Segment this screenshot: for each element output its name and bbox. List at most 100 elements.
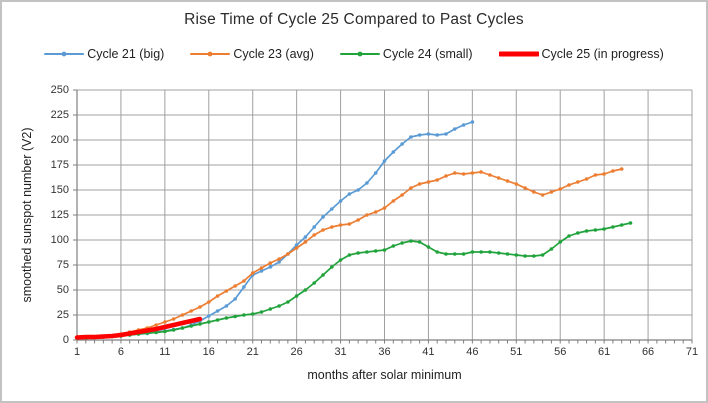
series-marker xyxy=(198,322,202,326)
series-marker xyxy=(365,213,369,217)
series-marker xyxy=(259,310,264,314)
series-marker xyxy=(576,231,580,235)
series-marker xyxy=(549,247,554,251)
series-marker xyxy=(268,265,273,269)
series-marker xyxy=(453,127,457,131)
series-marker xyxy=(233,284,237,288)
plot-area xyxy=(73,89,693,344)
series-marker xyxy=(540,253,545,257)
series-marker xyxy=(391,150,396,154)
series-marker xyxy=(593,173,598,177)
x-tick-label: 1 xyxy=(73,346,81,358)
series-marker xyxy=(453,252,457,256)
legend-swatch-icon xyxy=(498,51,539,57)
series-marker xyxy=(338,223,343,227)
series-marker xyxy=(382,248,387,252)
series-line-3 xyxy=(76,222,632,339)
series-marker xyxy=(356,218,360,222)
series-marker xyxy=(373,171,378,175)
y-tick-label: 125 xyxy=(50,208,69,221)
series-marker xyxy=(435,178,440,182)
series-marker xyxy=(171,328,176,332)
series-marker xyxy=(356,188,360,192)
series-marker xyxy=(496,251,501,255)
series-marker xyxy=(259,266,264,270)
series-marker xyxy=(312,233,316,237)
series-marker xyxy=(312,225,316,229)
legend-swatch-icon xyxy=(190,51,231,57)
series-marker xyxy=(207,300,211,304)
series-marker xyxy=(286,300,290,304)
series-marker xyxy=(532,254,536,258)
series-marker xyxy=(347,222,352,226)
legend-swatch-icon xyxy=(339,51,380,57)
series-marker xyxy=(189,309,193,313)
x-tick-label: 41 xyxy=(422,346,435,358)
series-marker xyxy=(611,169,615,173)
series-marker xyxy=(233,314,237,319)
series-marker xyxy=(400,241,404,245)
x-tick-label: 26 xyxy=(290,346,303,358)
series-marker xyxy=(250,271,255,275)
legend-item-4: Cycle 25 (in progress) xyxy=(498,47,664,61)
y-tick-label: 150 xyxy=(50,183,69,196)
series-marker xyxy=(461,123,466,127)
series-marker xyxy=(321,228,325,232)
x-tick-label: 11 xyxy=(159,346,171,358)
series-marker xyxy=(303,240,308,244)
series-marker xyxy=(391,244,396,248)
series-marker xyxy=(338,258,343,262)
series-marker xyxy=(584,177,589,181)
series-marker xyxy=(303,288,308,292)
series-marker xyxy=(163,329,167,334)
x-tick-label: 61 xyxy=(598,346,611,358)
series-marker xyxy=(602,172,606,176)
y-tick-label: 100 xyxy=(50,233,69,246)
y-tick-label: 0 xyxy=(62,333,69,346)
plot-svg xyxy=(73,89,693,344)
series-marker xyxy=(286,252,290,256)
series-marker xyxy=(523,186,527,190)
legend-label: Cycle 24 (small) xyxy=(382,47,473,61)
series-line-4 xyxy=(74,316,203,340)
series-marker xyxy=(505,252,510,256)
legend-swatch-icon xyxy=(44,51,85,57)
series-marker xyxy=(461,172,466,176)
x-tick-label: 6 xyxy=(117,346,124,358)
legend-label: Cycle 25 (in progress) xyxy=(541,47,664,61)
series-marker xyxy=(514,182,519,186)
x-tick-label: 71 xyxy=(685,346,699,358)
legend-item-3: Cycle 24 (small) xyxy=(339,47,473,61)
series-marker xyxy=(426,245,431,249)
y-tick-label: 75 xyxy=(56,258,69,271)
series-marker xyxy=(628,221,633,225)
series-marker xyxy=(224,316,229,320)
series-marker xyxy=(347,253,352,257)
y-tick-label: 250 xyxy=(50,83,69,96)
series-marker xyxy=(470,171,475,175)
series-marker xyxy=(426,180,431,184)
series-marker xyxy=(294,243,299,247)
series-marker xyxy=(215,294,220,298)
series-marker xyxy=(321,215,325,219)
series-marker xyxy=(567,234,571,238)
series-marker xyxy=(417,240,422,244)
legend-item-2: Cycle 23 (avg) xyxy=(190,47,314,61)
series-marker xyxy=(294,246,299,250)
series-marker xyxy=(514,253,519,257)
series-marker xyxy=(330,207,334,211)
series-marker xyxy=(409,135,413,139)
series-marker xyxy=(215,318,220,322)
series-marker xyxy=(479,250,483,254)
series-marker xyxy=(505,179,510,183)
series-marker xyxy=(400,142,404,146)
series-marker xyxy=(470,250,475,254)
series-marker xyxy=(154,330,158,335)
series-marker xyxy=(435,133,440,137)
series-marker xyxy=(224,304,229,308)
x-tick-label: 46 xyxy=(466,346,479,358)
legend-item-1: Cycle 21 (big) xyxy=(44,47,164,61)
y-tick-label: 25 xyxy=(56,308,69,321)
series-marker xyxy=(259,269,264,273)
